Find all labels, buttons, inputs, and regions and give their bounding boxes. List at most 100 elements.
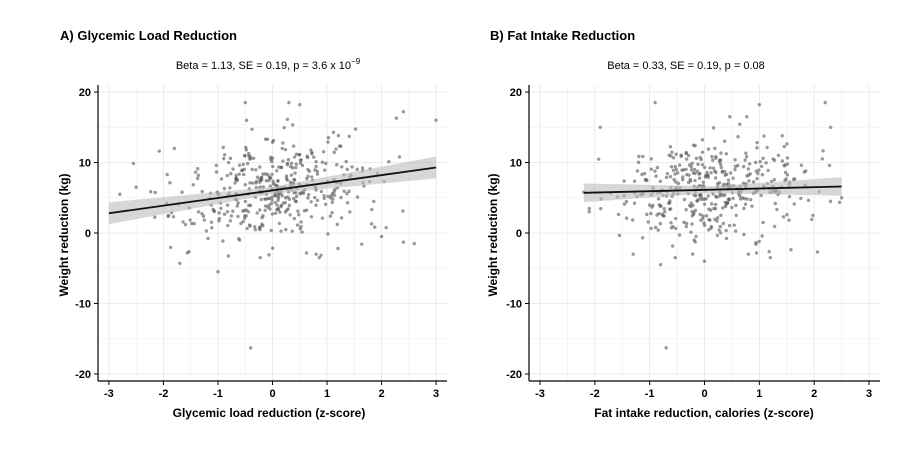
data-point — [767, 249, 771, 254]
data-point — [646, 220, 650, 224]
data-point — [711, 158, 715, 162]
data-point — [636, 160, 641, 165]
data-point — [768, 255, 773, 260]
data-point — [181, 220, 185, 224]
data-point — [643, 178, 648, 182]
data-point — [240, 168, 244, 173]
data-point — [328, 214, 333, 218]
data-point — [706, 147, 711, 151]
data-point — [165, 172, 169, 177]
data-point — [780, 159, 785, 163]
data-point — [668, 145, 673, 149]
data-point — [741, 164, 746, 169]
data-point — [670, 150, 674, 154]
data-point — [674, 216, 678, 221]
data-point — [225, 210, 230, 214]
data-point — [740, 196, 745, 200]
data-point — [271, 181, 275, 186]
data-point — [743, 202, 748, 206]
panel-a-stats-main: Beta = 1.13, SE = 0.19, p = 3.6 x 10 — [176, 60, 351, 72]
data-point — [266, 205, 270, 209]
y-tick-label: 0 — [85, 228, 91, 240]
data-point — [702, 259, 707, 263]
data-point — [714, 170, 718, 175]
data-point — [248, 203, 253, 208]
panel-b-x-axis-title: Fat intake reduction, calories (z-score) — [594, 406, 813, 420]
data-point — [677, 233, 682, 237]
x-tick-label: -2 — [159, 388, 169, 400]
data-point — [728, 171, 733, 175]
data-point — [263, 208, 267, 212]
y-tick-label: -10 — [506, 298, 522, 310]
data-point — [292, 155, 297, 159]
data-point — [640, 172, 644, 177]
data-point — [412, 241, 416, 246]
data-point — [282, 125, 286, 130]
data-point — [785, 213, 789, 217]
data-point — [243, 100, 247, 105]
data-point — [294, 152, 299, 156]
data-point — [792, 202, 796, 206]
data-point — [722, 139, 727, 143]
data-point — [131, 161, 136, 166]
data-point — [719, 165, 724, 170]
x-tick-label: 0 — [701, 388, 707, 400]
data-point — [700, 197, 704, 202]
data-point — [200, 189, 204, 194]
data-point — [754, 242, 758, 246]
data-point — [701, 180, 706, 184]
data-point — [274, 169, 279, 173]
data-point — [134, 185, 138, 189]
data-point — [302, 209, 307, 213]
x-tick-label: 1 — [324, 388, 330, 400]
data-point — [669, 154, 673, 158]
data-point — [196, 210, 201, 214]
data-point — [753, 160, 758, 165]
data-point — [222, 153, 227, 157]
data-point — [775, 207, 779, 212]
data-point — [268, 196, 272, 201]
data-point — [254, 168, 258, 172]
data-point — [721, 221, 726, 226]
data-point — [667, 201, 672, 205]
data-point — [691, 203, 695, 208]
data-point — [168, 245, 173, 250]
data-point — [322, 196, 326, 201]
panel-a-stats: Beta = 1.13, SE = 0.19, p = 3.6 x 10−9 — [176, 57, 361, 72]
panel-b-stats-main: Beta = 0.33, SE = 0.19, p = 0.08 — [607, 60, 764, 72]
data-point — [187, 249, 191, 254]
data-point — [258, 180, 262, 184]
data-point — [658, 179, 663, 183]
data-point — [294, 194, 299, 199]
data-point — [258, 208, 262, 212]
data-point — [319, 189, 324, 194]
data-point — [332, 150, 336, 155]
data-point — [270, 212, 275, 216]
data-point — [757, 239, 761, 244]
data-point — [221, 145, 225, 150]
data-point — [733, 167, 737, 172]
data-point — [785, 142, 789, 146]
data-point — [253, 227, 258, 232]
data-point — [300, 163, 305, 168]
data-point — [241, 219, 245, 224]
data-point — [718, 224, 723, 229]
data-point — [283, 200, 287, 205]
data-point — [702, 223, 707, 227]
data-point — [699, 157, 703, 162]
data-point — [684, 150, 688, 155]
data-point — [713, 176, 718, 180]
data-point — [635, 169, 640, 173]
data-point — [217, 211, 221, 215]
data-point — [263, 172, 268, 176]
data-point — [700, 162, 705, 167]
data-point — [287, 100, 291, 105]
data-point — [723, 204, 728, 209]
data-point — [649, 167, 653, 171]
data-point — [693, 193, 698, 198]
data-point — [773, 201, 777, 206]
data-point — [780, 134, 784, 138]
data-point — [310, 150, 314, 155]
data-point — [255, 175, 260, 179]
data-point — [350, 165, 354, 169]
